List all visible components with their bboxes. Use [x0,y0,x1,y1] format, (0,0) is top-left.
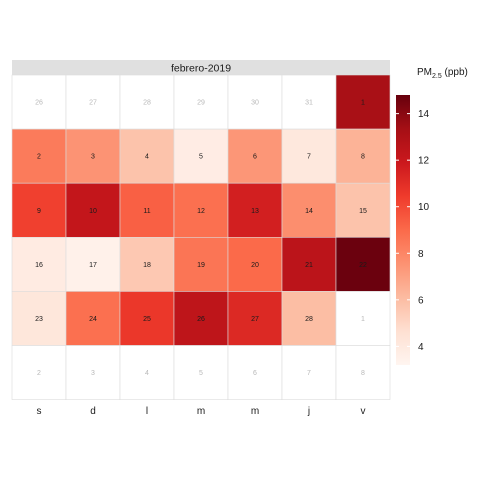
day-cell [11,128,67,184]
day-number: 9 [37,208,41,215]
day-number: 12 [197,208,205,215]
day-number: 24 [89,316,97,323]
month-strip [12,60,390,75]
legend-title-sub: 2.5 [432,73,442,80]
day-cell-outside-month [65,345,121,400]
day-cell-outside-month [227,74,283,130]
day-cell [281,128,337,184]
day-number: 5 [199,370,203,377]
colorbar-ticks: 4 6 8 10 12 14 [396,109,430,353]
day-number: 29 [197,100,205,107]
day-cell [227,237,283,292]
day-cell [281,291,337,346]
day-cell-outside-month [11,345,67,400]
day-number: 6 [253,154,257,161]
day-cell [335,74,391,130]
day-number: 20 [251,262,259,269]
day-cell [11,182,67,238]
day-number: 16 [35,262,43,269]
legend-title: PM2.5 (ppb) [417,67,468,80]
day-cell [65,128,121,184]
day-number: 19 [197,262,205,269]
day-cell-outside-month [335,345,391,400]
day-cell-outside-month [119,345,175,400]
day-number: 13 [251,208,259,215]
day-number: 17 [89,262,97,269]
day-cell [11,291,67,346]
weekday-label: v [361,406,366,417]
day-number: 11 [143,208,150,215]
day-cell-outside-month [335,291,391,346]
day-cell [335,182,391,238]
legend-title-main: PM [417,67,432,78]
day-cell-outside-month [281,345,337,400]
day-cell-outside-month [281,74,337,130]
colorbar-legend: PM2.5 (ppb) 4 6 8 10 12 14 [396,67,468,365]
day-cell [11,237,67,292]
day-cell [173,182,229,238]
day-number: 28 [305,316,313,323]
day-cell [119,291,175,346]
day-cell [335,128,391,184]
day-number: 7 [307,370,311,377]
day-cell [173,291,229,346]
day-number: 26 [35,100,43,107]
day-number: 27 [251,316,259,323]
colorbar-tick-label: 4 [418,342,424,353]
day-number: 3 [91,370,95,377]
colorbar-tick-label: 6 [418,295,424,306]
day-cell [173,237,229,292]
day-number: 5 [199,154,203,161]
weekday-label: m [251,406,259,417]
day-number: 3 [91,154,95,161]
day-number: 26 [197,316,205,323]
day-cell [119,237,175,292]
day-cell [227,291,283,346]
legend-title-unit: (ppb) [442,67,468,78]
day-number: 21 [305,262,313,269]
weekday-label: l [146,406,148,417]
day-number: 4 [145,154,149,161]
weekday-label: s [37,406,42,417]
weekday-label: d [90,406,96,417]
day-number: 27 [89,100,97,107]
day-number: 6 [253,370,257,377]
weekday-label: j [307,406,310,417]
day-number: 25 [143,316,151,323]
day-cell [227,128,283,184]
day-number: 30 [251,100,259,107]
day-number: 10 [89,208,97,215]
colorbar-tick-label: 8 [418,249,424,260]
day-number: 2 [37,154,41,161]
weekday-label: m [197,406,205,417]
day-cell [227,182,283,238]
colorbar-tick-label: 12 [418,156,430,167]
day-number: 18 [143,262,151,269]
day-cell [335,237,391,292]
day-number: 31 [305,100,313,107]
day-number: 1 [361,100,365,107]
day-number: 1 [361,316,365,323]
day-number: 8 [361,370,365,377]
day-number: 4 [145,370,149,377]
day-number: 8 [361,154,365,161]
day-number: 2 [37,370,41,377]
month-title: febrero-2019 [171,63,231,75]
day-number: 28 [143,100,151,107]
day-cell-outside-month [173,345,229,400]
day-number: 7 [307,154,311,161]
colorbar-tick-label: 10 [418,202,430,213]
day-number: 15 [359,208,367,215]
day-cell [173,128,229,184]
day-number: 23 [35,316,43,323]
day-cell [281,237,337,292]
colorbar [396,95,410,365]
colorbar-tick-label: 14 [418,109,430,120]
day-number: 14 [305,208,313,215]
day-number: 22 [359,262,367,269]
